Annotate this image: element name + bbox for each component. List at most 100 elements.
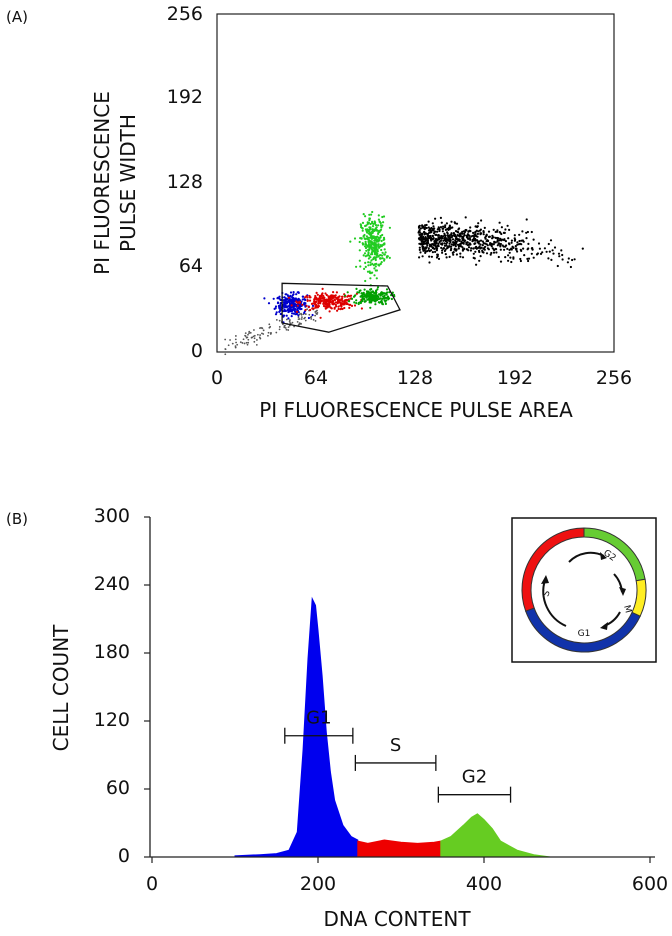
scatter-point — [426, 250, 429, 253]
scatter-point — [377, 224, 380, 227]
scatter-point — [358, 249, 361, 252]
scatter-point — [278, 306, 281, 309]
scatter-point — [332, 296, 335, 299]
scatter-point — [278, 319, 281, 322]
scatter-point — [297, 311, 300, 314]
scatter-point — [375, 289, 378, 292]
scatter-point — [431, 234, 434, 237]
scatter-point — [478, 245, 481, 248]
scatter-point — [418, 231, 421, 234]
scatter-point — [453, 221, 456, 224]
scatter-point — [338, 295, 341, 298]
scatter-point — [459, 255, 462, 258]
scatter-point — [274, 313, 278, 316]
scatter-point — [369, 263, 372, 266]
scatter-point — [355, 302, 358, 305]
scatter-point — [283, 309, 286, 313]
scatter-point — [418, 246, 421, 249]
scatter-point — [477, 222, 480, 225]
scatter-point — [429, 234, 432, 238]
scatter-point — [481, 240, 484, 243]
scatter-point — [379, 221, 382, 225]
scatter-point — [481, 249, 484, 252]
scatter-point — [227, 344, 230, 347]
scatter-point — [499, 260, 503, 263]
bracket-label: S — [390, 735, 401, 756]
scatter-point — [452, 243, 455, 246]
histogram-y-axis-label: CELL COUNT — [49, 624, 73, 752]
scatter-point — [307, 316, 310, 320]
scatter-point — [479, 233, 482, 236]
scatter-point — [437, 242, 440, 245]
arrowhead — [619, 587, 626, 596]
scatter-point — [347, 300, 351, 303]
scatter-point — [426, 239, 430, 242]
scatter-point — [379, 293, 382, 296]
inset-label-g1: G1 — [578, 629, 591, 639]
scatter-point — [418, 233, 421, 236]
scatter-point — [224, 348, 227, 351]
scatter-point — [288, 305, 291, 308]
scatter-point — [456, 230, 459, 233]
scatter-point — [335, 305, 338, 308]
scatter-point — [259, 327, 261, 329]
scatter-point — [442, 247, 445, 250]
scatter-point — [491, 236, 494, 239]
scatter-point — [367, 264, 370, 267]
scatter-point — [292, 299, 295, 302]
scatter-point — [543, 247, 547, 250]
scatter-point — [552, 252, 555, 255]
scatter-point — [310, 318, 313, 320]
scatter-point — [242, 338, 245, 341]
scatter-point — [423, 249, 426, 252]
scatter-point — [367, 253, 370, 256]
scatter-point — [369, 234, 372, 237]
scatter-point — [525, 237, 528, 240]
scatter-point — [324, 300, 327, 304]
scatter-point — [294, 313, 297, 316]
scatter-point — [285, 306, 288, 309]
scatter-point — [378, 246, 381, 249]
bracket-label: G1 — [306, 708, 331, 729]
scatter-point — [380, 299, 383, 302]
scatter-point — [547, 257, 550, 260]
scatter-point — [521, 230, 524, 233]
scatter-point — [556, 264, 559, 268]
scatter-point — [363, 293, 366, 296]
scatter-point — [309, 316, 312, 319]
scatter-point — [253, 337, 256, 340]
scatter-point — [377, 301, 380, 304]
scatter-point — [449, 240, 452, 244]
scatter-point — [551, 249, 554, 252]
histogram-x-tick: 200 — [300, 873, 336, 895]
scatter-point — [304, 319, 307, 322]
scatter-point — [442, 235, 445, 238]
scatter-point — [431, 222, 434, 225]
scatter-point — [246, 343, 249, 346]
scatter-point — [497, 255, 500, 259]
scatter-point — [336, 309, 339, 312]
scatter-point — [506, 224, 509, 227]
scatter-point — [527, 257, 531, 260]
scatter-point — [287, 317, 290, 320]
scatter-y-tick: 192 — [167, 86, 203, 108]
scatter-point — [504, 240, 507, 243]
scatter-point — [358, 240, 361, 244]
scatter-point — [445, 222, 448, 225]
scatter-point — [480, 219, 483, 222]
scatter-point — [286, 298, 289, 301]
scatter-point — [368, 297, 371, 300]
scatter-point — [442, 239, 445, 242]
scatter-point — [290, 305, 293, 309]
scatter-point — [443, 236, 447, 240]
scatter-point — [516, 250, 519, 253]
scatter-point — [447, 228, 450, 231]
scatter-point — [301, 295, 304, 298]
scatter-point — [495, 248, 498, 251]
scatter-point — [492, 228, 495, 231]
scatter-point — [307, 306, 310, 309]
scatter-point — [468, 237, 471, 240]
scatter-point — [375, 240, 378, 243]
scatter-point — [301, 303, 304, 306]
scatter-point — [363, 295, 366, 298]
